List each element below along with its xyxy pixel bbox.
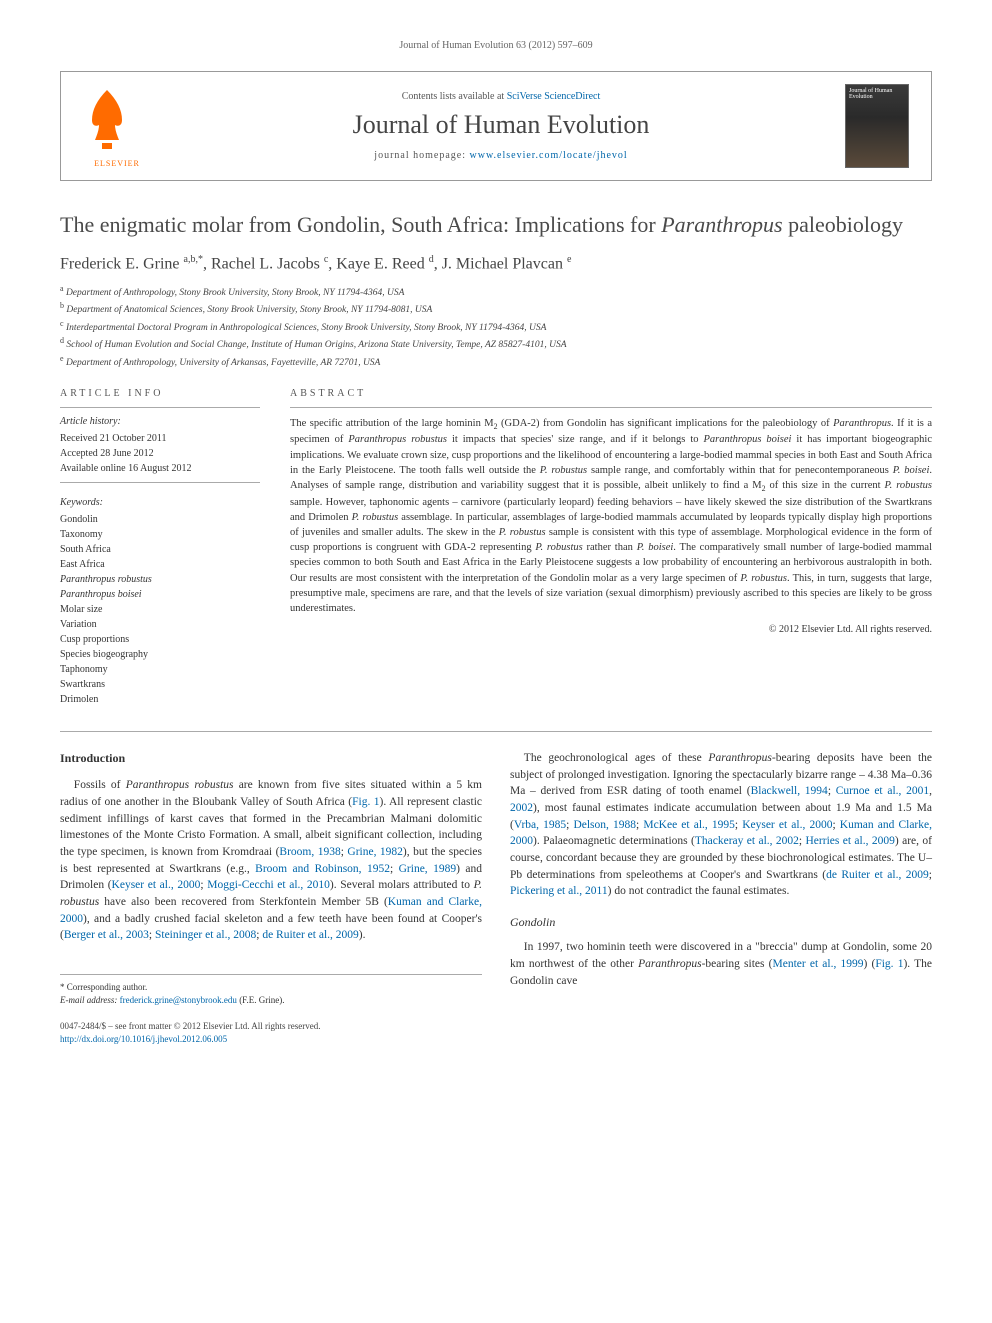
email-suffix: (F.E. Grine). <box>237 995 285 1005</box>
affiliation: c Interdepartmental Doctoral Program in … <box>60 318 932 335</box>
keyword: Gondolin <box>60 512 260 527</box>
keyword: South Africa <box>60 542 260 557</box>
intro-paragraph-1: Fossils of Paranthropus robustus are kno… <box>60 777 482 944</box>
affiliation: b Department of Anatomical Sciences, Sto… <box>60 300 932 317</box>
body-divider <box>60 731 932 732</box>
footnotes: * Corresponding author. E-mail address: … <box>60 974 482 1006</box>
keywords-label: Keywords: <box>60 495 260 510</box>
keywords-list: GondolinTaxonomySouth AfricaEast AfricaP… <box>60 512 260 707</box>
cover-thumbnail-block: Journal of Human Evolution <box>845 84 915 168</box>
keyword: East Africa <box>60 557 260 572</box>
article-title: The enigmatic molar from Gondolin, South… <box>60 211 932 240</box>
keyword: Variation <box>60 617 260 632</box>
keyword: Taxonomy <box>60 527 260 542</box>
article-info-label: ARTICLE INFO <box>60 388 260 399</box>
affiliation: d School of Human Evolution and Social C… <box>60 335 932 352</box>
body-column-left: Introduction Fossils of Paranthropus rob… <box>60 750 482 1046</box>
accepted-date: Accepted 28 June 2012 <box>60 446 260 461</box>
history-label: Article history: <box>60 414 260 429</box>
journal-name: Journal of Human Evolution <box>157 110 845 140</box>
title-pre: The enigmatic molar from Gondolin, South… <box>60 212 661 237</box>
corresponding-author: * Corresponding author. <box>60 981 482 994</box>
affiliations: a Department of Anthropology, Stony Broo… <box>60 283 932 370</box>
page: Journal of Human Evolution 63 (2012) 597… <box>0 0 992 1086</box>
masthead: ELSEVIER Contents lists available at Sci… <box>60 71 932 181</box>
running-header: Journal of Human Evolution 63 (2012) 597… <box>60 40 932 51</box>
email-line: E-mail address: frederick.grine@stonybro… <box>60 994 482 1007</box>
corresponding-email-link[interactable]: frederick.grine@stonybrook.edu <box>120 995 237 1005</box>
email-label: E-mail address: <box>60 995 120 1005</box>
publisher-logo-block: ELSEVIER <box>77 85 157 168</box>
keyword: Taphonomy <box>60 662 260 677</box>
col2-paragraph-1: The geochronological ages of these Paran… <box>510 750 932 900</box>
abstract-text: The specific attribution of the large ho… <box>290 407 932 616</box>
affiliation: a Department of Anthropology, Stony Broo… <box>60 283 932 300</box>
keyword: Paranthropus robustus <box>60 572 260 587</box>
homepage-link[interactable]: www.elsevier.com/locate/jhevol <box>470 150 628 161</box>
author-list: Frederick E. Grine a,b,*, Rachel L. Jaco… <box>60 254 932 273</box>
contents-line: Contents lists available at SciVerse Sci… <box>157 91 845 102</box>
footer-bar: 0047-2484/$ – see front matter © 2012 El… <box>60 1020 482 1046</box>
title-italic: Paranthropus <box>661 212 782 237</box>
article-info: ARTICLE INFO Article history: Received 2… <box>60 388 260 707</box>
keyword: Molar size <box>60 602 260 617</box>
publisher-name: ELSEVIER <box>77 159 157 168</box>
keyword: Paranthropus boisei <box>60 587 260 602</box>
gondolin-subheading: Gondolin <box>510 914 932 931</box>
affiliation: e Department of Anthropology, University… <box>60 353 932 370</box>
received-date: Received 21 October 2011 <box>60 431 260 446</box>
elsevier-logo-icon <box>77 85 137 155</box>
title-post: paleobiology <box>783 212 903 237</box>
doi-link[interactable]: http://dx.doi.org/10.1016/j.jhevol.2012.… <box>60 1034 227 1044</box>
keywords-block: Keywords: GondolinTaxonomySouth AfricaEa… <box>60 495 260 707</box>
masthead-center: Contents lists available at SciVerse Sci… <box>157 91 845 161</box>
issn-line: 0047-2484/$ – see front matter © 2012 El… <box>60 1020 321 1033</box>
gondolin-paragraph-1: In 1997, two hominin teeth were discover… <box>510 939 932 989</box>
body-columns: Introduction Fossils of Paranthropus rob… <box>60 750 932 1046</box>
info-abstract-row: ARTICLE INFO Article history: Received 2… <box>60 388 932 707</box>
journal-cover-thumbnail: Journal of Human Evolution <box>845 84 909 168</box>
footer-left: 0047-2484/$ – see front matter © 2012 El… <box>60 1020 321 1046</box>
body-column-right: The geochronological ages of these Paran… <box>510 750 932 1046</box>
cover-label: Journal of Human Evolution <box>849 88 892 100</box>
online-date: Available online 16 August 2012 <box>60 461 260 476</box>
keyword: Species biogeography <box>60 647 260 662</box>
sciencedirect-link[interactable]: SciVerse ScienceDirect <box>507 91 601 102</box>
homepage-prefix: journal homepage: <box>374 150 469 161</box>
abstract-copyright: © 2012 Elsevier Ltd. All rights reserved… <box>290 624 932 635</box>
keyword: Drimolen <box>60 692 260 707</box>
abstract: ABSTRACT The specific attribution of the… <box>290 388 932 707</box>
homepage-line: journal homepage: www.elsevier.com/locat… <box>157 150 845 161</box>
abstract-label: ABSTRACT <box>290 388 932 399</box>
article-history: Article history: Received 21 October 201… <box>60 407 260 483</box>
keyword: Swartkrans <box>60 677 260 692</box>
introduction-heading: Introduction <box>60 750 482 767</box>
keyword: Cusp proportions <box>60 632 260 647</box>
contents-prefix: Contents lists available at <box>402 91 507 102</box>
